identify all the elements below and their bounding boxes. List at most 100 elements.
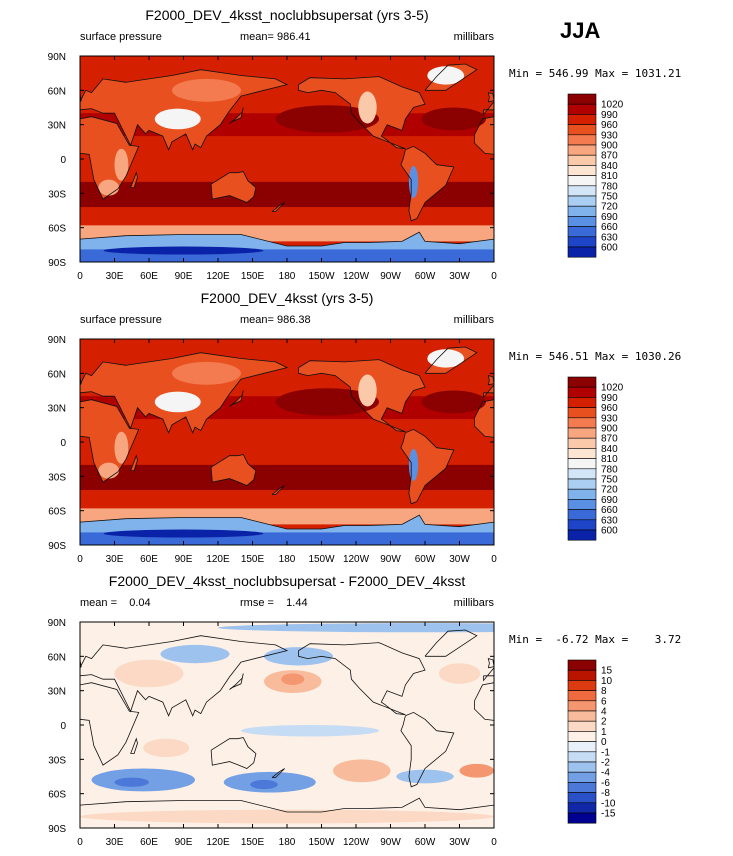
x-tick-label: 0 (77, 554, 83, 565)
coastlines (80, 346, 494, 545)
diff-region-ant-pos (80, 809, 494, 824)
pressure-region-siberia (172, 361, 241, 385)
colorbar-swatch (567, 812, 597, 824)
diff-region-spac-pos (333, 759, 391, 783)
land-field-south-america (400, 429, 454, 504)
colorbar-level-label: -6 (601, 778, 610, 789)
x-tick-label: 90E (175, 271, 193, 282)
colorbar-level-label: 720 (601, 485, 618, 496)
x-tick-label: 30E (106, 554, 124, 565)
y-tick-label: 90S (48, 824, 66, 835)
colorbar-level-label: 960 (601, 403, 618, 414)
colorbar-level-label: 870 (601, 434, 618, 445)
pressure-region-east-africa (114, 431, 129, 464)
y-tick-label: 60S (48, 224, 66, 235)
colorbar-swatch (567, 226, 597, 238)
x-tick-label: 60W (415, 271, 436, 282)
x-tick-label: 150W (308, 554, 335, 565)
x-tick-label: 90W (380, 554, 401, 565)
colorbar-swatch (567, 134, 597, 146)
x-tick-label: 120E (206, 837, 230, 848)
coastline-madagascar (130, 171, 138, 189)
x-tick-label: 180 (279, 554, 296, 565)
coastline-new-zealand (271, 768, 285, 779)
colorbar-swatch (567, 669, 597, 681)
colorbar-level-label: 870 (601, 151, 618, 162)
x-tick-label: 120W (343, 554, 370, 565)
colorbar-level-label: -8 (601, 788, 610, 799)
y-tick-label: 90S (48, 541, 66, 552)
colorbar-level-label: 990 (601, 393, 618, 404)
diff-region-satl-pos (459, 763, 494, 778)
y-tick-label: 60N (48, 652, 66, 663)
map-plot: 0 30E 60E 90E 120E 150E 180 150W 120W 90W 60W 30W 09… (48, 335, 498, 565)
x-tick-label: 120W (343, 271, 370, 282)
coastline-europe-asia (80, 352, 289, 434)
coastline-greenland (424, 629, 478, 657)
colorbar-swatch (567, 205, 597, 217)
colorbar-level-label: 600 (601, 243, 618, 254)
colorbar-swatch (567, 417, 597, 429)
colorbar-swatch (567, 236, 597, 248)
coastline-africa (473, 399, 494, 483)
colorbar-level-label: 660 (601, 505, 618, 516)
coastline-greenland (424, 346, 478, 374)
colorbar-level-label: 750 (601, 475, 618, 486)
colorbar-level-label: 10 (601, 676, 613, 687)
colorbar-swatch (567, 761, 597, 773)
y-tick-label: 0 (60, 721, 66, 732)
y-tick-label: 90S (48, 258, 66, 269)
coastline-north-america (298, 642, 426, 716)
x-tick-label: 120W (343, 837, 370, 848)
coastline-madagascar (130, 737, 138, 755)
x-tick-label: 0 (491, 271, 497, 282)
coastline-australia (210, 737, 257, 769)
colorbar-swatch (567, 175, 597, 187)
colorbar-level-label: 780 (601, 181, 618, 192)
mean-label: mean= 986.38 (240, 314, 311, 326)
variable-label: surface pressure (80, 314, 162, 326)
pressure-region-east-africa (114, 148, 129, 181)
panel-title: F2000_DEV_4ksst_noclubbsupersat (yrs 3-5… (145, 7, 429, 23)
x-tick-label: 30W (449, 554, 470, 565)
colorbar-level-label: 690 (601, 495, 618, 506)
colorbar-swatch (567, 792, 597, 804)
colorbar-swatch (567, 731, 597, 742)
colorbar-level-label: 960 (601, 120, 618, 131)
y-tick-label: 60N (48, 86, 66, 97)
colorbar-swatch (567, 720, 597, 732)
land-field-south-america (400, 146, 454, 221)
x-tick-label: 90W (380, 837, 401, 848)
y-tick-label: 30S (48, 472, 66, 483)
min-max-stats: Min = -6.72 Max = 3.72 (509, 633, 682, 646)
x-tick-label: 90W (380, 271, 401, 282)
x-tick-label: 30W (449, 271, 470, 282)
land-field-japan (229, 107, 244, 124)
colorbar-level-label: 750 (601, 192, 618, 203)
colorbar-swatch (567, 246, 597, 258)
colorbar-swatch (567, 93, 597, 105)
coastline-japan (229, 107, 244, 124)
x-tick-label: 150W (308, 837, 335, 848)
field-layer (80, 622, 494, 828)
x-tick-label: 60E (140, 271, 158, 282)
diff-region-atl-pos (438, 663, 481, 684)
coastline-europe-asia (80, 69, 289, 151)
colorbar-swatch (567, 710, 597, 722)
colorbar-swatch (567, 700, 597, 712)
diff-region-asia-neg (160, 644, 230, 664)
colorbar-swatch (567, 499, 597, 510)
diff-region-so-neg-core (114, 777, 149, 787)
colorbar-swatch (567, 680, 597, 691)
panel-title: F2000_DEV_4ksst_noclubbsupersat - F2000_… (108, 573, 466, 589)
coastline-new-zealand (271, 202, 285, 213)
rmse-label: rmse = 1.44 (240, 597, 308, 609)
x-tick-label: 150W (308, 271, 335, 282)
diff-region-so-neg-3 (396, 769, 454, 784)
coastline-south-america (400, 711, 455, 788)
colorbar-swatch (567, 386, 597, 398)
colorbar-level-label: 0 (601, 737, 607, 748)
colorbar-level-label: -4 (601, 768, 610, 779)
coastline-africa (473, 682, 494, 766)
coastline-britain (80, 375, 82, 386)
